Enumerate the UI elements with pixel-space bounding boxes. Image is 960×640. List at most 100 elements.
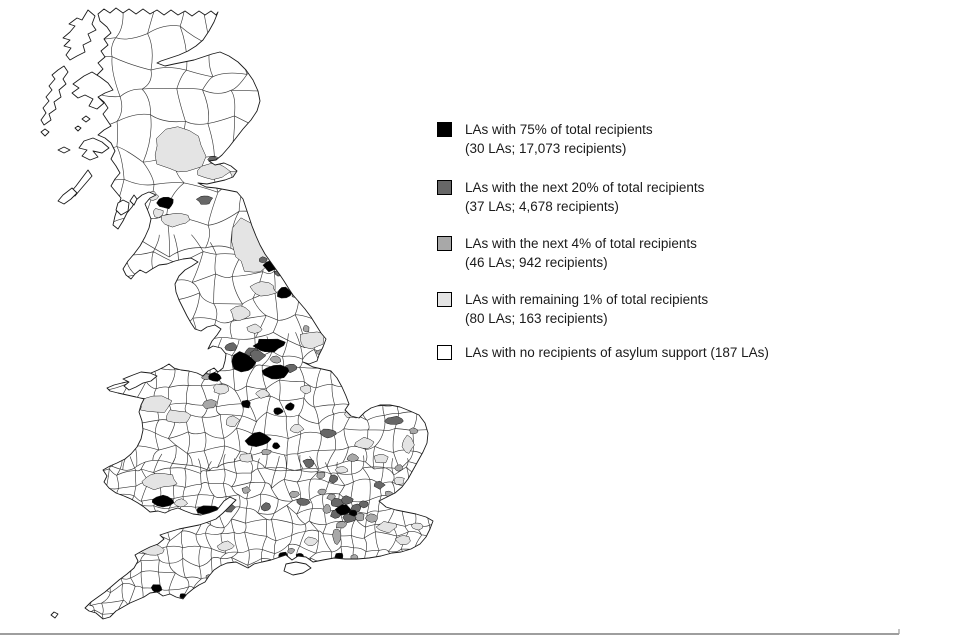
la-patch-reading-slough bbox=[296, 497, 311, 506]
legend-label: LAs with no recipients of asylum support… bbox=[465, 345, 769, 360]
island-tiree bbox=[57, 146, 71, 154]
legend-swatch-next4 bbox=[437, 236, 452, 251]
la-patch-oxford bbox=[289, 490, 300, 499]
la-patch-lancaster bbox=[230, 305, 251, 321]
la-patch-medway bbox=[364, 513, 378, 523]
la-patch-essex-coast bbox=[393, 476, 405, 485]
legend-swatch-next20 bbox=[437, 180, 452, 195]
legend-swatch-none bbox=[437, 345, 452, 360]
la-patch-w-sussex bbox=[304, 536, 319, 547]
la-patch-n-tyneside bbox=[259, 256, 268, 263]
islands bbox=[40, 9, 312, 619]
legend-item-next20: LAs with the next 20% of total recipient… bbox=[437, 179, 704, 216]
la-patch-rutland bbox=[289, 423, 305, 434]
island-barra bbox=[40, 128, 50, 137]
legend-swatch-top75 bbox=[437, 122, 452, 137]
la-patch-monmouth bbox=[241, 486, 252, 494]
legend-label: LAs with the next 4% of total recipients bbox=[465, 236, 697, 251]
island-lewis-harris bbox=[62, 9, 97, 61]
island-rum bbox=[81, 115, 91, 123]
legend-sublabel: (37 LAs; 4,678 recipients) bbox=[465, 198, 619, 214]
la-patch-craven bbox=[246, 323, 263, 334]
la-patch-coventry bbox=[272, 442, 281, 450]
island-uists bbox=[40, 65, 69, 126]
la-patch-leicester bbox=[320, 428, 337, 439]
la-patch-ely bbox=[354, 436, 375, 449]
island-bute bbox=[129, 194, 138, 206]
la-patch-edinburgh bbox=[195, 195, 214, 205]
la-patch-suffolk-coast bbox=[401, 434, 415, 454]
la-patch-perth-stirling bbox=[154, 126, 207, 173]
la-patch-thanet bbox=[410, 522, 424, 531]
island-eigg bbox=[74, 125, 82, 132]
la-patch-mid-suffolk bbox=[374, 454, 389, 464]
la-patch-basildon bbox=[373, 480, 386, 490]
la-patch-peak-edge bbox=[255, 389, 270, 399]
la-patch-wirral bbox=[201, 373, 210, 380]
island-jura bbox=[69, 169, 93, 197]
la-patch-milton-keynes bbox=[302, 458, 315, 469]
island-anglesey bbox=[122, 371, 158, 391]
island-scilly bbox=[50, 611, 59, 619]
la-patch-e-norfolk bbox=[409, 427, 419, 435]
la-patch-ayrshire bbox=[153, 208, 164, 219]
la-patch-e-devon bbox=[216, 540, 235, 552]
la-patch-manchester bbox=[231, 351, 257, 373]
la-patch-kirklees bbox=[249, 349, 267, 363]
la-patch-london-core bbox=[334, 504, 352, 516]
la-patch-durham bbox=[249, 281, 277, 297]
la-patch-watford bbox=[317, 488, 327, 496]
la-patch-cheshire bbox=[212, 383, 229, 395]
la-patch-lincoln bbox=[300, 384, 312, 395]
la-patch-cambridge bbox=[346, 453, 359, 462]
la-patch-swansea bbox=[151, 494, 175, 508]
legend-item-remaining1: LAs with remaining 1% of total recipient… bbox=[437, 291, 708, 328]
la-patch-denbighshire bbox=[166, 409, 192, 424]
la-patch-lincs-coast bbox=[326, 333, 340, 362]
la-patch-glasgow bbox=[156, 196, 174, 210]
la-patch-brighton bbox=[334, 552, 344, 559]
la-patch-neath bbox=[173, 498, 188, 508]
la-patch-s-lanarkshire bbox=[161, 213, 191, 228]
la-patch-plymouth bbox=[150, 584, 163, 593]
la-patch-sheffield bbox=[261, 364, 290, 380]
figure-bottom-rule bbox=[0, 629, 900, 635]
la-patch-norwich bbox=[383, 415, 404, 425]
legend-sublabel: (80 LAs; 163 recipients) bbox=[465, 310, 608, 326]
legend-sublabel: (30 LAs; 17,073 recipients) bbox=[465, 140, 627, 156]
la-patch-london-e2 bbox=[348, 509, 358, 517]
island-arran bbox=[115, 199, 130, 216]
legend-item-next4: LAs with the next 4% of total recipients… bbox=[437, 235, 697, 272]
island-mull bbox=[78, 137, 110, 161]
legend-label: LAs with the next 20% of total recipient… bbox=[465, 180, 705, 195]
la-patch-london-w bbox=[322, 504, 332, 514]
legend-label: LAs with remaining 1% of total recipient… bbox=[465, 292, 709, 307]
island-islay bbox=[57, 187, 78, 205]
la-patch-leeds-bradford bbox=[252, 338, 286, 353]
legend-swatch-remaining1 bbox=[437, 292, 452, 307]
la-patch-middlesbrough bbox=[277, 286, 293, 299]
la-patch-fareham bbox=[287, 547, 296, 555]
la-patch-birmingham bbox=[244, 431, 272, 447]
legend-label: LAs with 75% of total recipients bbox=[465, 122, 653, 137]
la-patch-gwynedd bbox=[137, 395, 173, 413]
la-patch-kent-mid bbox=[375, 521, 398, 534]
la-patch-luton bbox=[329, 474, 339, 484]
la-patch-london-ne bbox=[358, 500, 369, 509]
la-patch-bristol bbox=[260, 502, 271, 512]
legend-item-top75: LAs with 75% of total recipients (30 LAs… bbox=[437, 121, 653, 158]
la-patch-carmarthenshire bbox=[141, 472, 178, 491]
la-patch-liverpool bbox=[208, 372, 222, 382]
la-patch-kent-s bbox=[394, 535, 411, 545]
la-patch-london-n bbox=[340, 495, 354, 505]
la-patch-wrexham bbox=[202, 399, 217, 409]
la-patch-beds bbox=[334, 466, 349, 474]
la-patch-stoke bbox=[241, 399, 251, 409]
la-patch-london-s2 bbox=[336, 521, 348, 529]
la-patch-shropshire bbox=[226, 415, 241, 428]
legend-item-none: LAs with no recipients of asylum support… bbox=[437, 344, 769, 363]
island-isle-of-wight bbox=[283, 561, 312, 576]
la-patch-derby bbox=[273, 407, 284, 416]
